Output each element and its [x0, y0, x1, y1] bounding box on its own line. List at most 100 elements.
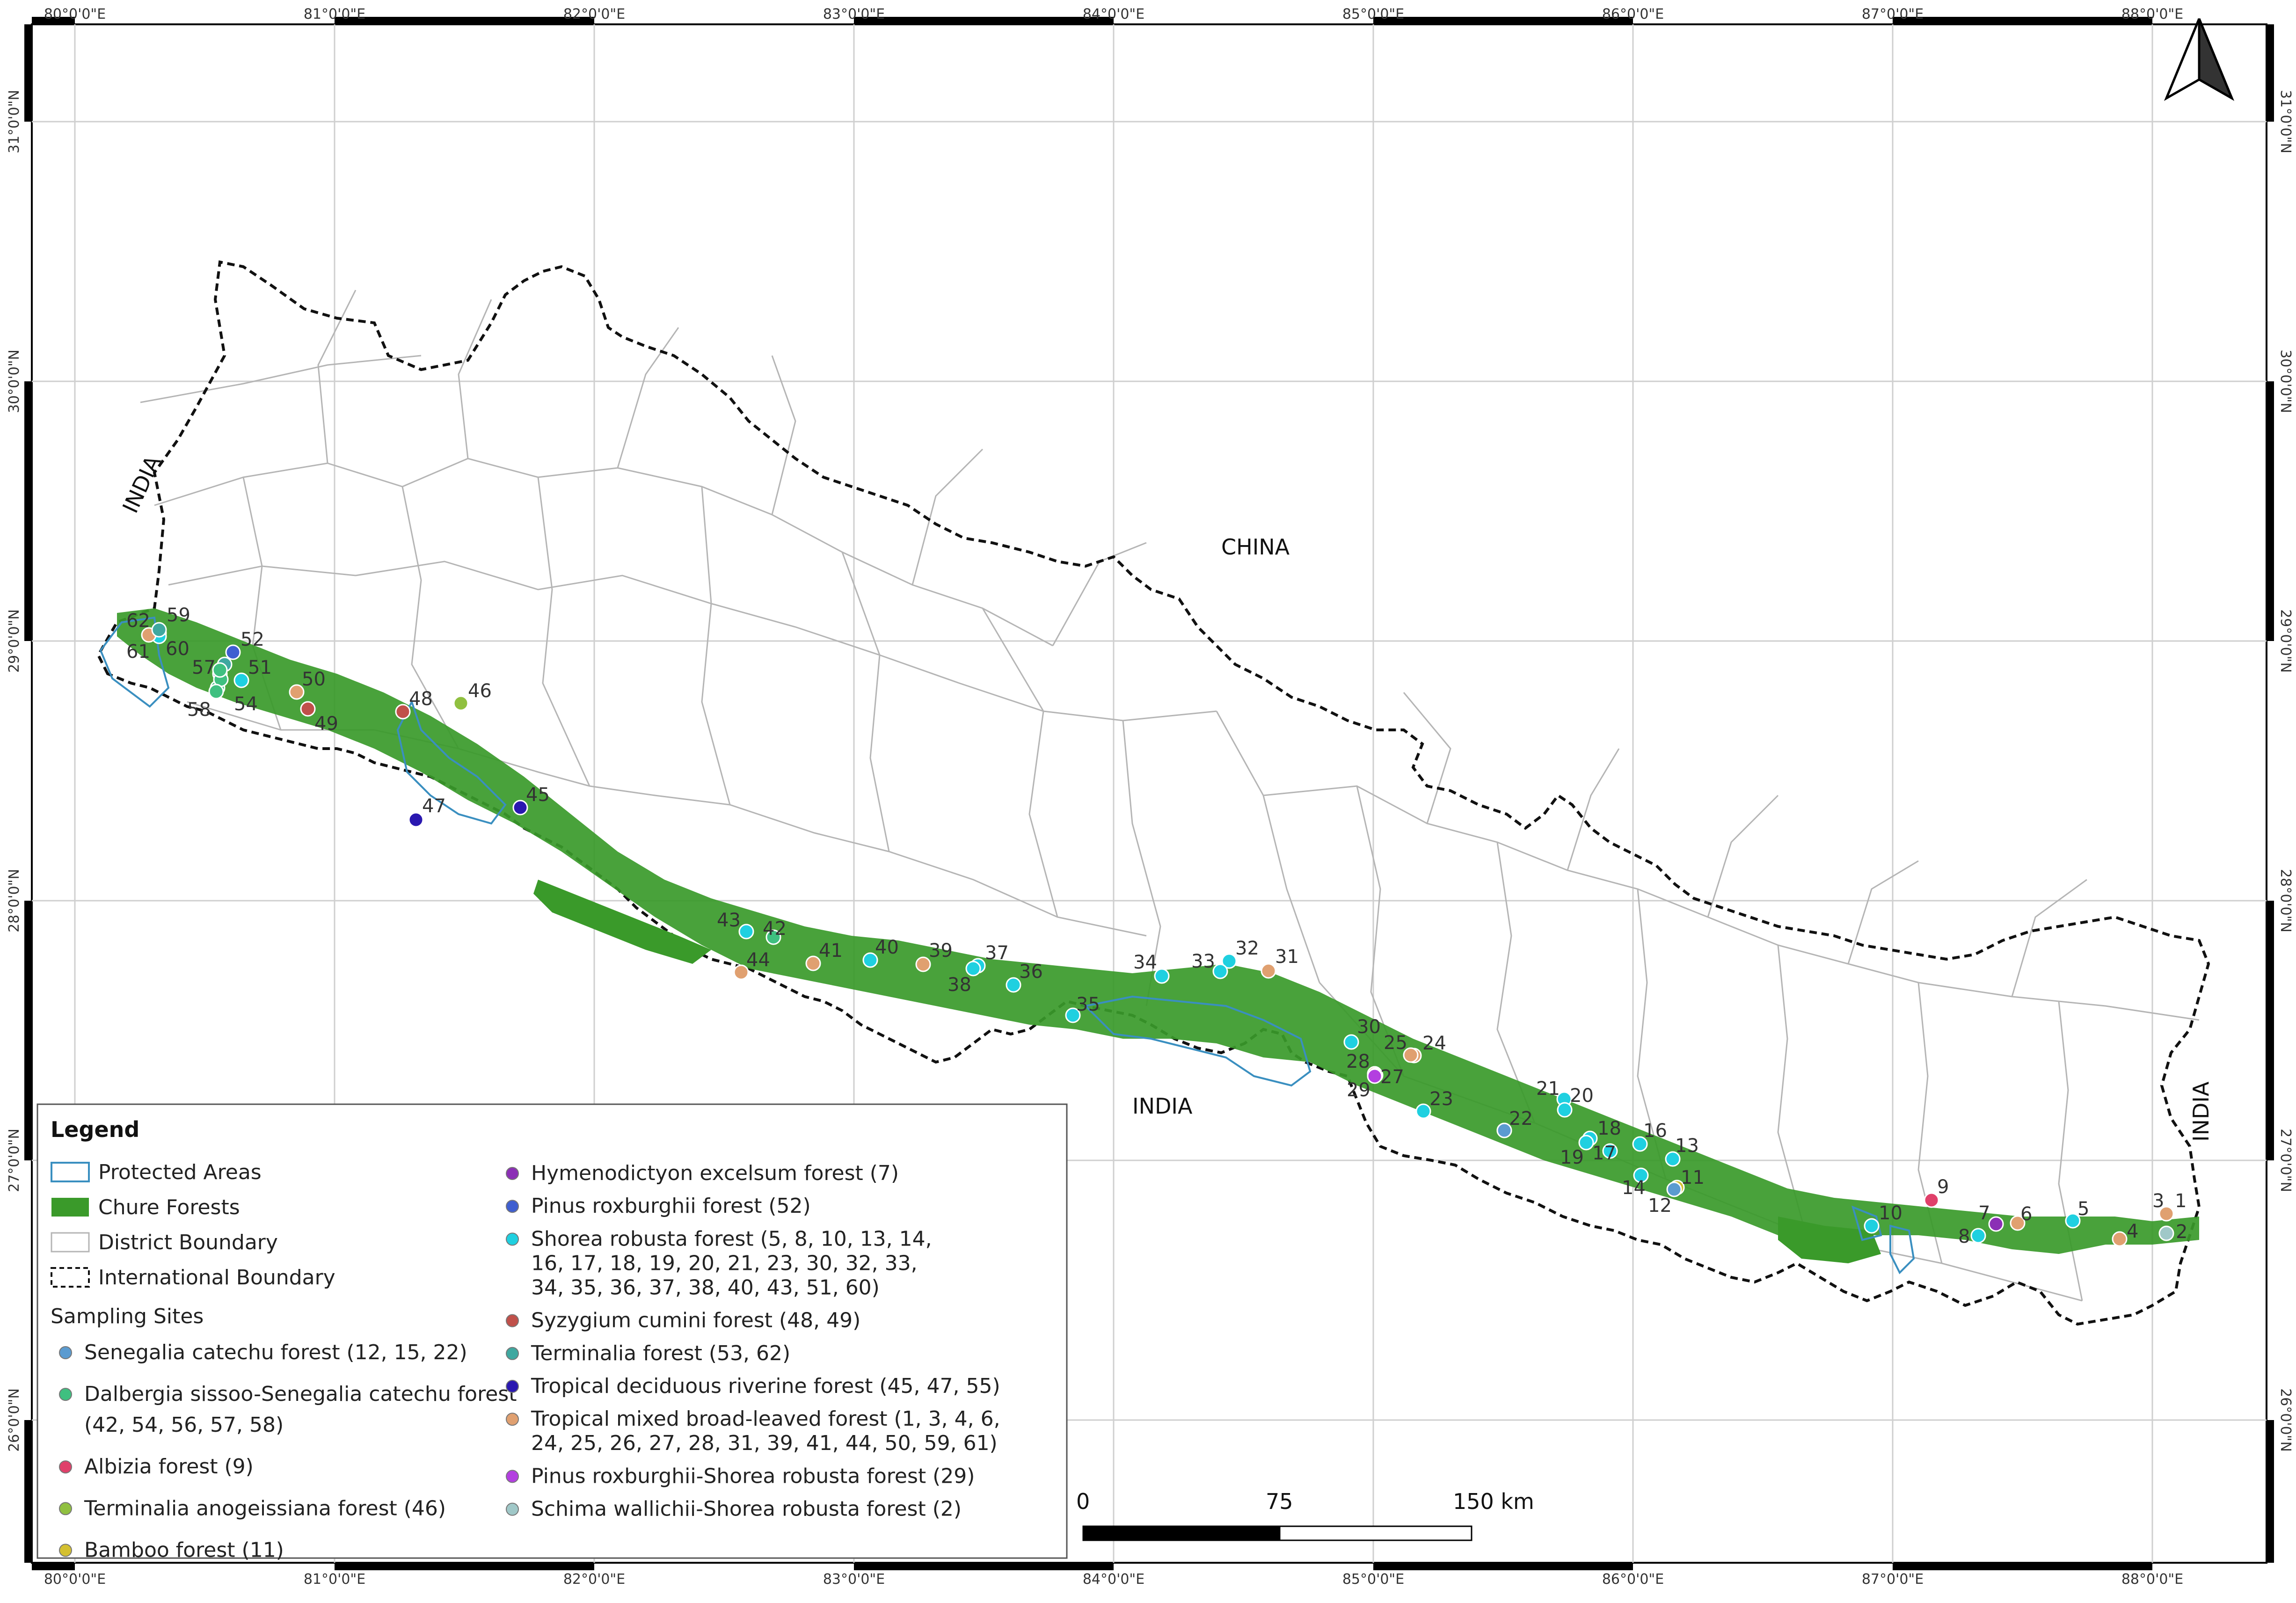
- legend-site-label: Tropical mixed broad-leaved forest (1, 3…: [531, 1407, 1000, 1431]
- site-marker-57: [212, 662, 228, 678]
- site-label-50: 50: [302, 669, 326, 690]
- chure-forest-swatch: [51, 1198, 89, 1217]
- site-label-54: 54: [234, 693, 258, 715]
- site-marker-3: [2158, 1206, 2174, 1222]
- site-marker-50: [289, 684, 305, 700]
- legend-site-symbol: [506, 1232, 519, 1246]
- legend-layer-label: International Boundary: [98, 1266, 335, 1290]
- neatline-segment: [335, 17, 594, 24]
- legend-site-symbol: [506, 1347, 519, 1360]
- site-label-59: 59: [167, 605, 190, 626]
- neatline-segment: [335, 1563, 594, 1570]
- site-marker-51: [233, 672, 249, 688]
- longitude-label-bottom: 87°0'0"E: [1862, 1571, 1924, 1588]
- legend-site-symbol: [506, 1470, 519, 1483]
- site-marker-7: [1988, 1216, 2004, 1232]
- scale-tick-150: 150 km: [1453, 1489, 1534, 1514]
- legend-site-symbol: [59, 1346, 72, 1359]
- latitude-label-right: 31°0'0"N: [2277, 90, 2294, 153]
- site-label-3: 3: [2152, 1190, 2164, 1212]
- neatline-segment: [2267, 24, 2274, 122]
- legend-site-label: Senegalia catechu forest (12, 15, 22): [84, 1341, 467, 1364]
- legend-site-symbol: [506, 1502, 519, 1516]
- site-label-19: 19: [1560, 1147, 1584, 1168]
- site-label-23: 23: [1429, 1088, 1453, 1110]
- site-marker-23: [1415, 1103, 1431, 1119]
- site-label-48: 48: [409, 688, 433, 710]
- site-marker-47: [408, 812, 424, 828]
- site-marker-52: [225, 644, 241, 660]
- longitude-label-top: 84°0'0"E: [1083, 6, 1144, 22]
- site-marker-22: [1496, 1122, 1512, 1138]
- neatline-segment: [1373, 1563, 1633, 1570]
- country-label-china: CHINA: [1221, 534, 1290, 560]
- site-label-35: 35: [1076, 994, 1100, 1015]
- legend-site-label: Shorea robusta forest (5, 8, 10, 13, 14,: [531, 1227, 932, 1251]
- site-label-21: 21: [1536, 1078, 1560, 1100]
- site-marker-17: [1602, 1143, 1618, 1159]
- country-label-india-south: INDIA: [1132, 1093, 1193, 1119]
- site-marker-5: [2065, 1213, 2081, 1229]
- latitude-label-right: 29°0'0"N: [2277, 609, 2294, 673]
- site-label-6: 6: [2020, 1203, 2032, 1225]
- site-label-46: 46: [468, 680, 492, 702]
- site-label-5: 5: [2077, 1198, 2089, 1220]
- legend-title: Legend: [51, 1117, 139, 1142]
- latitude-label-right: 28°0'0"N: [2277, 869, 2294, 933]
- neatline-segment: [2267, 381, 2274, 641]
- site-marker-44: [733, 964, 749, 980]
- legend: Legend Protected Areas Chure Forests Dis…: [36, 1103, 1068, 1562]
- neatline-segment: [1893, 1563, 2152, 1570]
- site-marker-45: [512, 800, 528, 816]
- site-label-25: 25: [1384, 1032, 1407, 1054]
- legend-site-symbol: [506, 1167, 519, 1180]
- longitude-label-top: 88°0'0"E: [2121, 6, 2183, 22]
- site-marker-32: [1221, 953, 1237, 969]
- site-marker-9: [1924, 1192, 1939, 1208]
- site-label-39: 39: [929, 940, 953, 962]
- site-marker-21: [1557, 1102, 1573, 1118]
- neatline-segment: [32, 1563, 75, 1570]
- site-marker-34: [1154, 968, 1170, 984]
- longitude-label-top: 87°0'0"E: [1862, 6, 1924, 22]
- longitude-label-top: 82°0'0"E: [563, 6, 625, 22]
- neatline-segment: [24, 901, 32, 1160]
- site-label-29: 29: [1347, 1079, 1370, 1101]
- latitude-label-right: 27°0'0"N: [2277, 1129, 2294, 1192]
- latitude-label-left: 28°0'0"N: [6, 869, 22, 933]
- district-boundary-swatch: [51, 1232, 90, 1253]
- longitude-label-bottom: 84°0'0"E: [1083, 1571, 1144, 1588]
- neatline-segment: [24, 24, 32, 122]
- site-label-61: 61: [126, 641, 150, 663]
- scale-tick-75: 75: [1266, 1489, 1293, 1514]
- site-marker-42: [765, 929, 781, 945]
- longitude-label-bottom: 81°0'0"E: [304, 1571, 365, 1588]
- site-label-11: 11: [1681, 1167, 1705, 1188]
- site-label-8: 8: [1958, 1226, 1970, 1247]
- longitude-label-bottom: 83°0'0"E: [823, 1571, 885, 1588]
- longitude-label-bottom: 82°0'0"E: [563, 1571, 625, 1588]
- site-marker-14: [1633, 1167, 1649, 1183]
- longitude-label-bottom: 86°0'0"E: [1602, 1571, 1664, 1588]
- legend-site-symbol: [506, 1380, 519, 1393]
- site-label-28: 28: [1346, 1051, 1370, 1072]
- neatline-segment: [2267, 1420, 2274, 1563]
- site-marker-6: [2010, 1215, 2026, 1231]
- legend-site-label: Tropical deciduous riverine forest (45, …: [531, 1374, 1000, 1398]
- site-marker-40: [862, 952, 878, 968]
- site-marker-4: [2112, 1231, 2128, 1247]
- site-marker-2: [2158, 1225, 2174, 1241]
- legend-sites-right: Hymenodictyon excelsum forest (7) Pinus r…: [506, 1161, 1000, 1521]
- site-marker-8: [1970, 1228, 1986, 1244]
- site-marker-35: [1065, 1007, 1081, 1023]
- latitude-label-left: 31°0'0"N: [6, 90, 22, 153]
- legend-layer-label: Protected Areas: [98, 1160, 262, 1184]
- protected-area-swatch: [51, 1162, 90, 1182]
- site-marker-49: [300, 701, 316, 717]
- legend-site-label: 24, 25, 26, 27, 28, 31, 39, 41, 44, 50, …: [531, 1431, 998, 1455]
- longitude-label-top: 86°0'0"E: [1602, 6, 1664, 22]
- legend-site-label: 34, 35, 36, 37, 38, 40, 43, 51, 60): [531, 1275, 880, 1299]
- neatline-segment: [854, 17, 1114, 24]
